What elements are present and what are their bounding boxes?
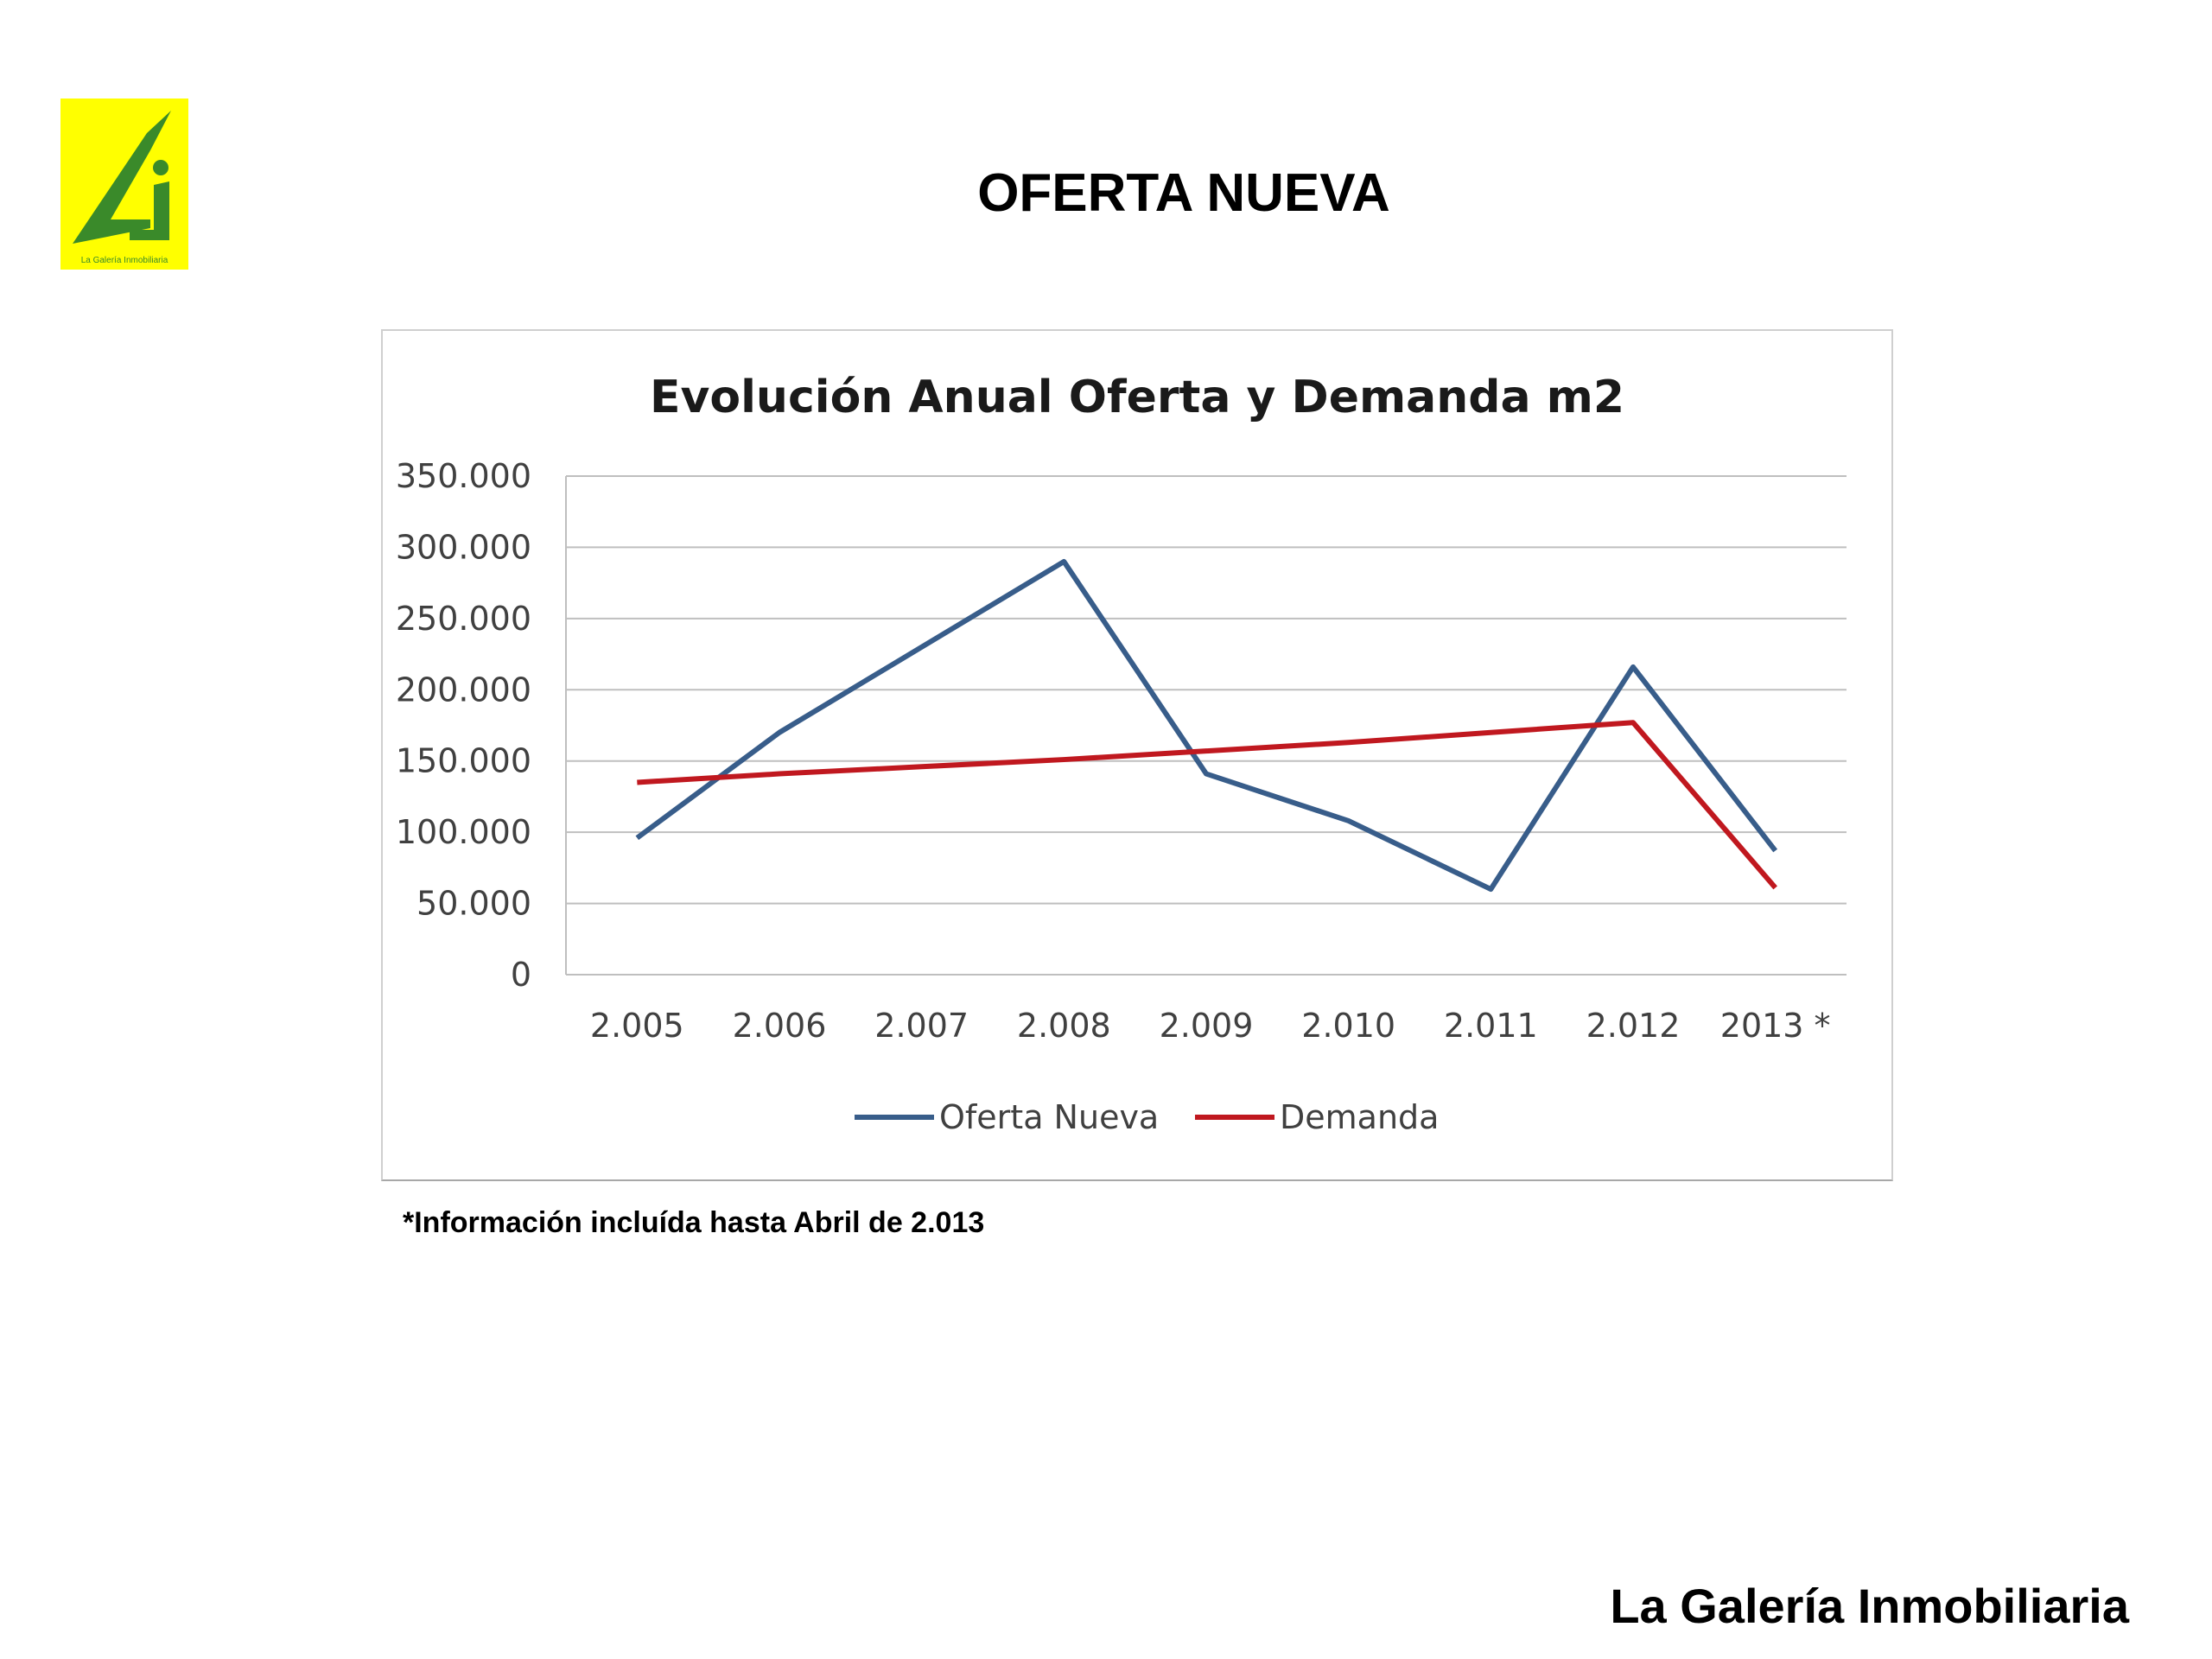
x-tick-label: 2013 * bbox=[1720, 1007, 1831, 1045]
x-tick-label: 2.011 bbox=[1444, 1007, 1538, 1045]
logo-caption: La Galería Inmobiliaria bbox=[81, 256, 168, 265]
legend-label: Demanda bbox=[1280, 1098, 1439, 1136]
y-tick-label: 300.000 bbox=[396, 528, 531, 566]
y-tick-label: 150.000 bbox=[396, 742, 531, 780]
y-tick-label: 250.000 bbox=[396, 600, 531, 638]
x-tick-label: 2.010 bbox=[1301, 1007, 1395, 1045]
x-axis-ticks: 2.005 2.006 2.007 2.008 2.009 2.010 2.011 2.012… bbox=[590, 1007, 1831, 1045]
logo-mark-i bbox=[130, 181, 169, 240]
chart-gridlines bbox=[565, 475, 1847, 976]
chart-title: Evolución Anual Oferta y Demanda m2 bbox=[650, 372, 1624, 423]
brand-name: La Galería Inmobiliaria bbox=[1610, 1579, 2129, 1633]
series-line-1 bbox=[635, 558, 1778, 893]
x-tick-label: 2.009 bbox=[1160, 1007, 1254, 1045]
chart-frame: Evolución Anual Oferta y Demanda m2 0 50.… bbox=[381, 329, 1893, 1181]
x-tick-label: 2.006 bbox=[733, 1007, 827, 1045]
logo-dot bbox=[153, 160, 168, 175]
chart-legend: Oferta Nueva Demanda bbox=[855, 1098, 1439, 1136]
y-tick-label: 100.000 bbox=[396, 813, 531, 851]
x-tick-label: 2.012 bbox=[1586, 1007, 1681, 1045]
chart-series bbox=[635, 558, 1778, 893]
legend-label: Oferta Nueva bbox=[939, 1098, 1159, 1136]
line-chart: Evolución Anual Oferta y Demanda m2 0 50.… bbox=[396, 372, 1847, 1136]
slide-title: OFERTA NUEVA bbox=[977, 163, 1390, 223]
x-tick-label: 2.005 bbox=[590, 1007, 684, 1045]
logo-mark bbox=[73, 111, 171, 244]
y-tick-label: 350.000 bbox=[396, 457, 531, 495]
y-tick-label: 50.000 bbox=[416, 885, 531, 923]
y-axis-ticks: 0 50.000 100.000 150.000 200.000 250.000 300.0… bbox=[396, 457, 531, 994]
x-tick-label: 2.007 bbox=[874, 1007, 969, 1045]
company-logo: La Galería Inmobiliaria bbox=[60, 99, 188, 270]
x-tick-label: 2.008 bbox=[1017, 1007, 1111, 1045]
series-line-2 bbox=[637, 720, 1777, 890]
footnote: *Información incluída hasta Abril de 2.0… bbox=[403, 1206, 985, 1239]
y-tick-label: 0 bbox=[511, 956, 531, 994]
y-tick-label: 200.000 bbox=[396, 671, 531, 709]
